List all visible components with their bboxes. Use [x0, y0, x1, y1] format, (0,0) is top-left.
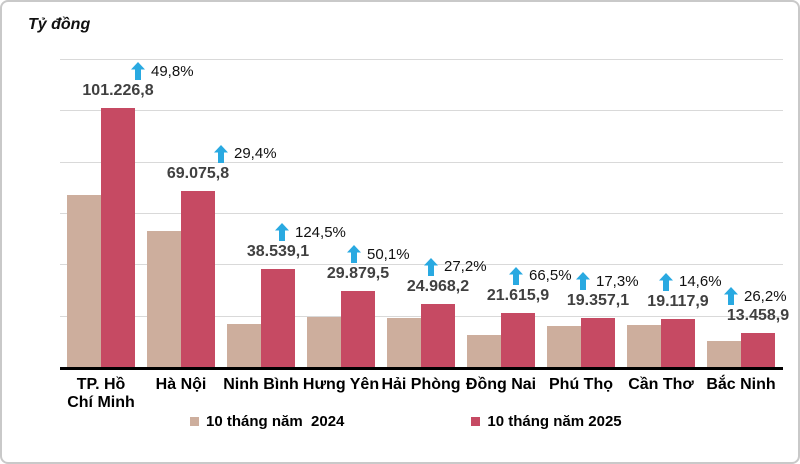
category-label: Bắc Ninh: [706, 376, 775, 394]
growth-annotation: 14,6%: [659, 272, 722, 291]
bar-2024: [467, 334, 501, 368]
bar-2024: [547, 325, 581, 368]
bar-2025: [741, 333, 775, 368]
growth-annotation: 50,1%: [347, 245, 410, 264]
growth-up-arrow-icon: [576, 272, 590, 291]
growth-up-arrow-icon: [275, 223, 289, 242]
category-label-line: Cần Thơ: [628, 376, 694, 393]
category-label: Ninh Bình: [223, 376, 299, 394]
growth-up-arrow-icon: [424, 257, 438, 276]
bar-2025: [341, 291, 375, 368]
category-label-line: Bắc Ninh: [706, 376, 776, 393]
value-label-2025: 101.226,8: [82, 82, 154, 100]
growth-annotation: 17,3%: [576, 272, 639, 291]
value-label-2025: 29.879,5: [326, 265, 390, 283]
legend-label-2024: 10 tháng năm 2024: [206, 413, 345, 430]
growth-up-arrow-icon: [509, 266, 523, 285]
category-label-line: Hưng Yên: [302, 376, 380, 393]
value-label-2025: 19.357,1: [566, 292, 630, 310]
growth-up-arrow-icon: [659, 272, 673, 291]
category-label-line: TP. Hồ: [76, 376, 126, 393]
bar-2025: [581, 318, 615, 368]
legend-swatch-2024-icon: [190, 417, 199, 426]
chart-legend: 10 tháng năm 2024 10 tháng năm 2025: [190, 413, 622, 430]
growth-annotation: 66,5%: [509, 266, 572, 285]
growth-percent-label: 27,2%: [444, 258, 487, 276]
gridline: [60, 161, 783, 163]
growth-percent-label: 26,2%: [744, 287, 787, 305]
bar-2024: [147, 230, 181, 368]
bar-chart-plot-area: 101.226,8 49,8% 69.075,8 29,4% 38.539,1 124,5…: [60, 59, 789, 370]
value-label-2025: 21.615,9: [486, 286, 550, 304]
value-label-2025: 69.075,8: [166, 164, 230, 182]
gridline: [60, 110, 783, 112]
growth-percent-label: 17,3%: [596, 272, 639, 290]
gridline: [60, 59, 783, 60]
category-label: Hà Nội: [156, 376, 207, 394]
growth-up-arrow-icon: [214, 144, 228, 163]
growth-annotation: 29,4%: [214, 144, 277, 163]
category-label: Hải Phòng: [381, 376, 460, 394]
growth-annotation: 26,2%: [724, 287, 787, 306]
growth-up-arrow-icon: [131, 62, 145, 81]
value-label-2025: 38.539,1: [246, 243, 310, 261]
legend-item-2024: 10 tháng năm 2024: [190, 413, 344, 430]
bar-2025: [421, 303, 455, 368]
value-label-2025: 19.117,9: [647, 292, 709, 310]
bar-2024: [387, 317, 421, 368]
category-label-line: Hà Nội: [155, 376, 207, 393]
category-label: Đồng Nai: [466, 376, 536, 394]
category-label-line: Đồng Nai: [465, 376, 537, 393]
legend-item-2025: 10 tháng năm 2025: [471, 413, 622, 430]
chart-unit-label: Tỷ đồng: [28, 16, 91, 33]
growth-up-arrow-icon: [724, 287, 738, 306]
bar-2024: [67, 194, 101, 368]
growth-percent-label: 14,6%: [679, 273, 722, 291]
category-label-line: Phú Thọ: [549, 376, 613, 393]
bar-2025: [181, 190, 215, 368]
category-label-line: Chí Minh: [67, 394, 135, 411]
value-label-2025: 24.968,2: [406, 277, 470, 295]
growth-percent-label: 29,4%: [234, 145, 277, 163]
bar-2025: [661, 318, 695, 368]
growth-percent-label: 49,8%: [151, 62, 194, 80]
bar-2025: [501, 312, 535, 368]
bar-2025: [261, 269, 295, 368]
category-label: Phú Thọ: [549, 376, 613, 394]
bar-2024: [707, 340, 741, 368]
category-label-line: Hải Phòng: [381, 376, 461, 393]
bar-2025: [101, 108, 135, 368]
legend-label-2025: 10 tháng năm 2025: [487, 413, 622, 430]
gridline: [60, 213, 783, 214]
legend-swatch-2025-icon: [471, 417, 481, 426]
value-label-2025: 13.458,9: [726, 307, 790, 325]
category-label-line: Ninh Bình: [223, 376, 299, 393]
bar-2024: [627, 325, 661, 368]
category-label: Cần Thơ: [628, 376, 694, 394]
growth-annotation: 27,2%: [424, 257, 487, 276]
growth-percent-label: 50,1%: [367, 245, 410, 263]
growth-percent-label: 124,5%: [295, 223, 346, 241]
x-axis-line: [60, 366, 783, 370]
growth-percent-label: 66,5%: [529, 267, 572, 285]
growth-annotation: 124,5%: [275, 223, 346, 242]
gridline: [60, 264, 783, 266]
growth-up-arrow-icon: [347, 245, 361, 264]
growth-annotation: 49,8%: [131, 62, 194, 81]
category-label: TP. Hồ Chí Minh: [67, 376, 135, 412]
bar-2024: [307, 316, 341, 368]
bar-2024: [227, 323, 261, 368]
category-label: Hưng Yên: [303, 376, 379, 394]
